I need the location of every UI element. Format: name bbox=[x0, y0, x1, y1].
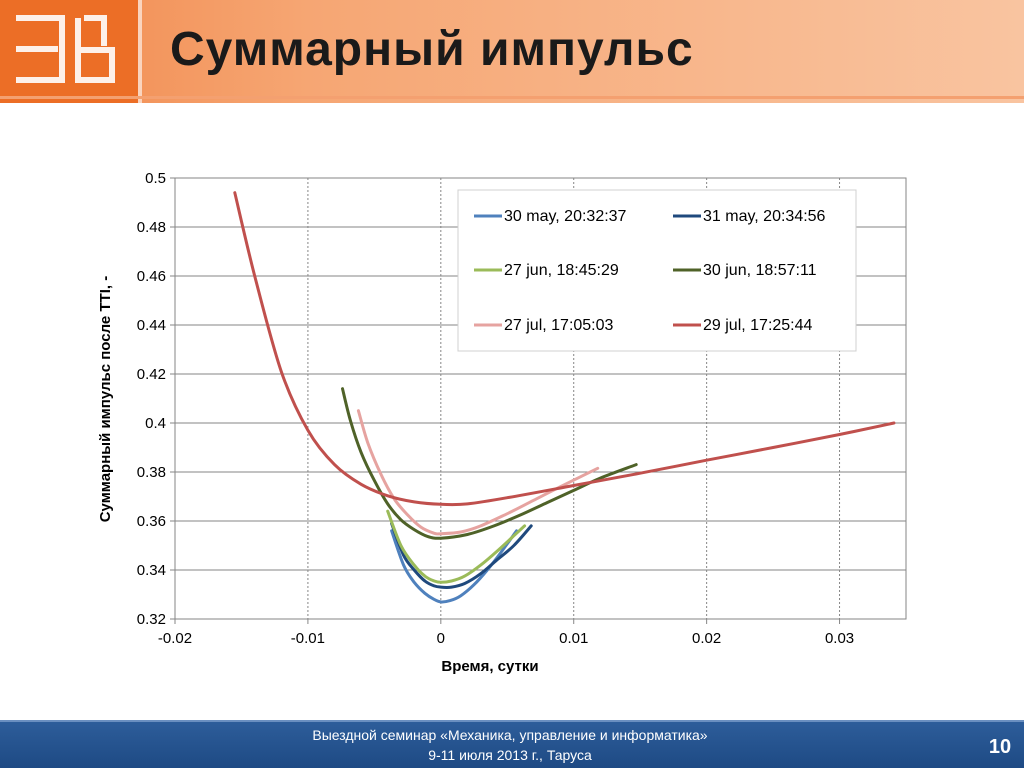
x-tick-label: 0.02 bbox=[692, 630, 721, 647]
footer-divider bbox=[0, 720, 1024, 722]
header-divider bbox=[138, 0, 142, 103]
chart-series bbox=[233, 191, 896, 604]
legend-box bbox=[457, 189, 857, 352]
x-tick-label: -0.01 bbox=[291, 630, 325, 647]
y-tick-label: 0.36 bbox=[137, 513, 166, 530]
chart-legend: 30 may, 20:32:37 31 may, 20:34:56 27 jun, … bbox=[457, 189, 857, 352]
footer-caption: Выездной семинар «Механика, управление и… bbox=[210, 725, 810, 765]
logo bbox=[0, 0, 138, 103]
slide-footer bbox=[0, 722, 1024, 768]
series-line-4 bbox=[341, 387, 638, 540]
x-tick-label: 0.01 bbox=[559, 630, 588, 647]
y-tick-label: 0.38 bbox=[137, 464, 166, 481]
page-number: 10 bbox=[988, 736, 1012, 758]
impulse-chart: 0.32 0.34 0.36 0.38 0.4 0.42 0.44 0.46 0.48 0.5 -0… bbox=[97, 170, 907, 675]
y-tick-label: 0.46 bbox=[137, 268, 166, 285]
chart-ticks: 0.32 0.34 0.36 0.38 0.4 0.42 0.44 0.46 0.48 0.5 -0… bbox=[137, 170, 854, 647]
series-line-3 bbox=[386, 509, 527, 584]
series-line-5 bbox=[356, 409, 600, 536]
y-tick-label: 0.44 bbox=[137, 317, 166, 334]
slide-title: Суммарный импульс bbox=[170, 23, 694, 76]
legend-label: 31 may, 20:34:56 bbox=[703, 208, 826, 225]
y-tick-label: 0.34 bbox=[137, 562, 166, 579]
legend-label: 29 jul, 17:25:44 bbox=[703, 317, 813, 334]
x-tick-label: 0.03 bbox=[825, 630, 854, 647]
footer-line-1: Выездной семинар «Механика, управление и… bbox=[312, 727, 708, 743]
y-tick-label: 0.32 bbox=[137, 611, 166, 628]
header-underline bbox=[0, 96, 1024, 99]
legend-label: 27 jul, 17:05:03 bbox=[504, 317, 614, 334]
footer-line-2: 9-11 июля 2013 г., Таруса bbox=[428, 747, 592, 763]
x-axis-title: Время, сутки bbox=[441, 658, 538, 675]
series-line-2 bbox=[390, 522, 533, 589]
y-tick-label: 0.42 bbox=[137, 366, 166, 383]
y-tick-label: 0.4 bbox=[145, 415, 166, 432]
legend-label: 30 may, 20:32:37 bbox=[504, 208, 627, 225]
slide-header bbox=[0, 0, 1024, 103]
y-axis-title: Суммарный импульс после TTI, - bbox=[97, 276, 114, 523]
y-tick-label: 0.5 bbox=[145, 170, 166, 187]
plot-area-border bbox=[174, 177, 907, 620]
legend-label: 27 jun, 18:45:29 bbox=[504, 262, 619, 279]
logo-mark-icon bbox=[16, 15, 115, 83]
x-tick-label: 0 bbox=[437, 630, 445, 647]
y-tick-label: 0.48 bbox=[137, 219, 166, 236]
legend-label: 30 jun, 18:57:11 bbox=[703, 262, 817, 279]
series-line-6 bbox=[233, 191, 896, 507]
x-tick-label: -0.02 bbox=[158, 630, 192, 647]
